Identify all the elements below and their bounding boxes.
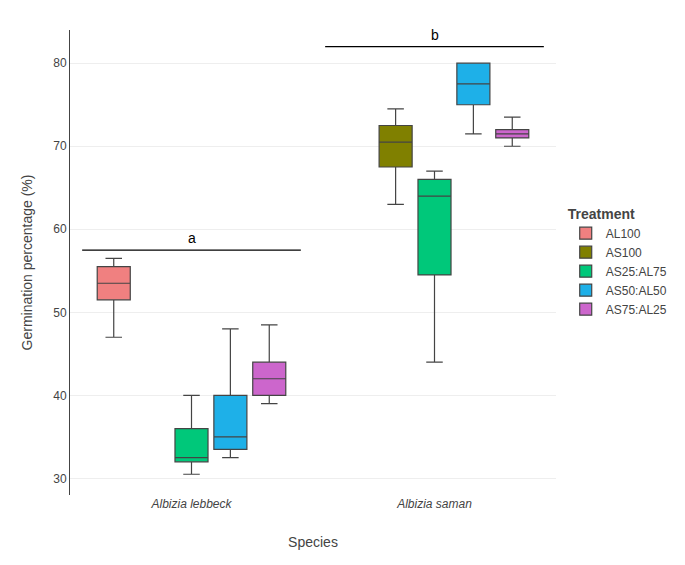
svg-text:AS100: AS100 xyxy=(606,246,642,260)
svg-text:80: 80 xyxy=(53,56,67,70)
svg-text:30: 30 xyxy=(53,472,67,486)
svg-text:60: 60 xyxy=(53,222,67,236)
svg-text:Albizia saman: Albizia saman xyxy=(396,497,472,511)
svg-text:Treatment: Treatment xyxy=(568,206,635,222)
svg-text:50: 50 xyxy=(53,306,67,320)
svg-text:AL100: AL100 xyxy=(606,227,641,241)
svg-text:b: b xyxy=(431,27,439,43)
svg-text:Species: Species xyxy=(288,534,338,550)
svg-text:Albizia lebbeck: Albizia lebbeck xyxy=(150,497,232,511)
svg-text:40: 40 xyxy=(53,389,67,403)
svg-text:AS50:AL50: AS50:AL50 xyxy=(606,284,667,298)
svg-text:Germination percentage (%): Germination percentage (%) xyxy=(19,175,35,351)
svg-text:70: 70 xyxy=(53,139,67,153)
svg-text:AS75:AL25: AS75:AL25 xyxy=(606,303,667,317)
svg-text:AS25:AL75: AS25:AL75 xyxy=(606,265,667,279)
svg-text:a: a xyxy=(188,230,196,246)
